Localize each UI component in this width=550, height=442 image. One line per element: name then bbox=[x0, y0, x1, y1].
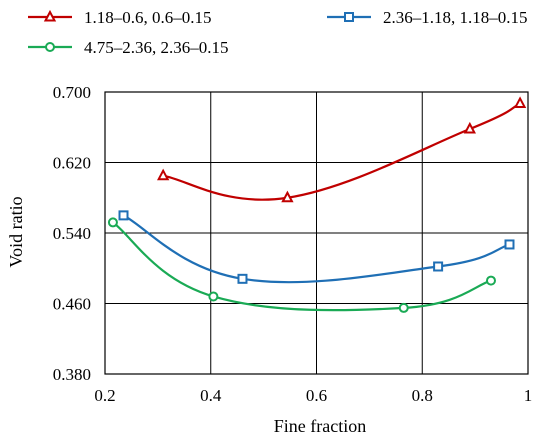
series-line bbox=[112, 221, 492, 312]
legend-entry: 1.18–0.6, 0.6–0.15 bbox=[28, 8, 212, 27]
data-point bbox=[281, 190, 294, 203]
data-point bbox=[463, 121, 476, 134]
legend-label: 4.75–2.36, 2.36–0.15 bbox=[84, 38, 229, 57]
legend-marker bbox=[43, 9, 57, 22]
series-2 bbox=[118, 210, 515, 284]
x-tick-label: 0.6 bbox=[306, 386, 327, 405]
legend: 1.18–0.6, 0.6–0.15 2.36–1.18, 1.18–0.15 4.… bbox=[28, 8, 528, 57]
series-line bbox=[122, 214, 510, 284]
x-tick-label: 0.2 bbox=[94, 386, 115, 405]
data-point bbox=[485, 275, 496, 286]
y-tick-label: 0.700 bbox=[53, 83, 91, 102]
series-1 bbox=[157, 96, 527, 203]
data-point bbox=[208, 291, 219, 302]
data-point bbox=[513, 96, 527, 108]
legend-entry: 4.75–2.36, 2.36–0.15 bbox=[28, 38, 229, 57]
y-tick-label: 0.540 bbox=[53, 224, 91, 243]
legend-label: 2.36–1.18, 1.18–0.15 bbox=[383, 8, 528, 27]
tick-labels: 0.2 0.4 0.6 0.8 1 0.380 0.460 0.540 0.620 0.700 bbox=[53, 83, 533, 405]
data-point bbox=[433, 261, 444, 272]
x-tick-label: 0.4 bbox=[200, 386, 222, 405]
legend-marker bbox=[344, 12, 354, 22]
plot-frame bbox=[104, 91, 529, 375]
legend-entry: 2.36–1.18, 1.18–0.15 bbox=[327, 8, 528, 27]
x-tick-label: 1 bbox=[524, 386, 533, 405]
y-axis-label: Void ratio bbox=[6, 196, 26, 267]
grid bbox=[104, 91, 529, 375]
data-point bbox=[398, 302, 409, 313]
data-point bbox=[504, 239, 515, 250]
data-point bbox=[157, 168, 170, 181]
x-axis-label: Fine fraction bbox=[274, 416, 366, 436]
series-3 bbox=[107, 217, 496, 313]
series-layer bbox=[107, 96, 527, 313]
data-point bbox=[237, 273, 248, 284]
y-tick-label: 0.620 bbox=[53, 154, 91, 173]
legend-marker bbox=[45, 42, 55, 52]
y-tick-label: 0.380 bbox=[53, 365, 91, 384]
y-tick-label: 0.460 bbox=[53, 295, 91, 314]
series-line bbox=[162, 102, 521, 201]
x-tick-label: 0.8 bbox=[412, 386, 433, 405]
data-point bbox=[107, 217, 118, 228]
legend-label: 1.18–0.6, 0.6–0.15 bbox=[84, 8, 212, 27]
data-point bbox=[118, 210, 129, 221]
